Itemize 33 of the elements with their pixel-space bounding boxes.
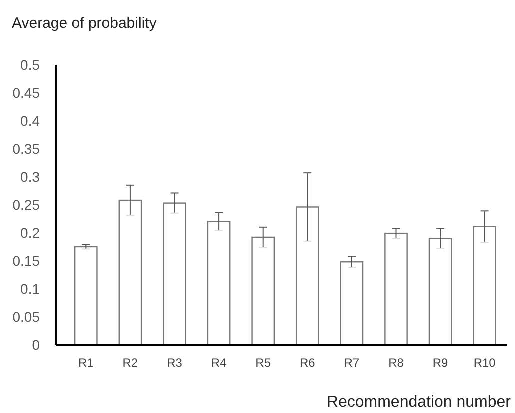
y-tick-label: 0.2 <box>20 224 40 241</box>
bar <box>163 202 186 346</box>
y-tick-label: 0 <box>32 336 40 353</box>
y-tick-label: 0.45 <box>12 84 40 101</box>
bar <box>118 200 142 346</box>
y-tick-label: 0.05 <box>12 308 40 325</box>
x-tick-label: R9 <box>432 356 449 370</box>
bar <box>384 232 408 346</box>
y-tick-label: 0.4 <box>20 112 40 129</box>
x-tick-label: R10 <box>474 356 496 370</box>
bar <box>252 236 276 346</box>
x-tick-label: R3 <box>167 356 183 370</box>
y-tick-label: 0.1 <box>20 280 40 297</box>
x-axis-title: Recommendation number <box>326 394 512 411</box>
x-tick-label: R2 <box>122 356 138 370</box>
y-tick-label: 0.35 <box>12 140 40 157</box>
y-axis-title: Average of probability <box>12 15 158 32</box>
y-tick-label: 0.5 <box>20 56 40 73</box>
bar <box>428 238 452 346</box>
bar <box>473 226 497 346</box>
bar <box>74 246 98 346</box>
x-tick-label: R6 <box>300 356 316 370</box>
y-tick-label: 0.3 <box>20 168 40 185</box>
x-tick-label: R1 <box>78 356 94 370</box>
x-tick-label: R5 <box>256 356 272 370</box>
y-tick-label: 0.15 <box>12 252 40 269</box>
bar <box>296 206 320 346</box>
y-tick-label: 0.25 <box>12 196 40 213</box>
x-tick-label: R7 <box>344 356 360 370</box>
bar <box>207 221 231 346</box>
x-tick-label: R4 <box>211 356 228 370</box>
bar <box>340 262 364 346</box>
x-tick-label: R8 <box>388 356 404 370</box>
